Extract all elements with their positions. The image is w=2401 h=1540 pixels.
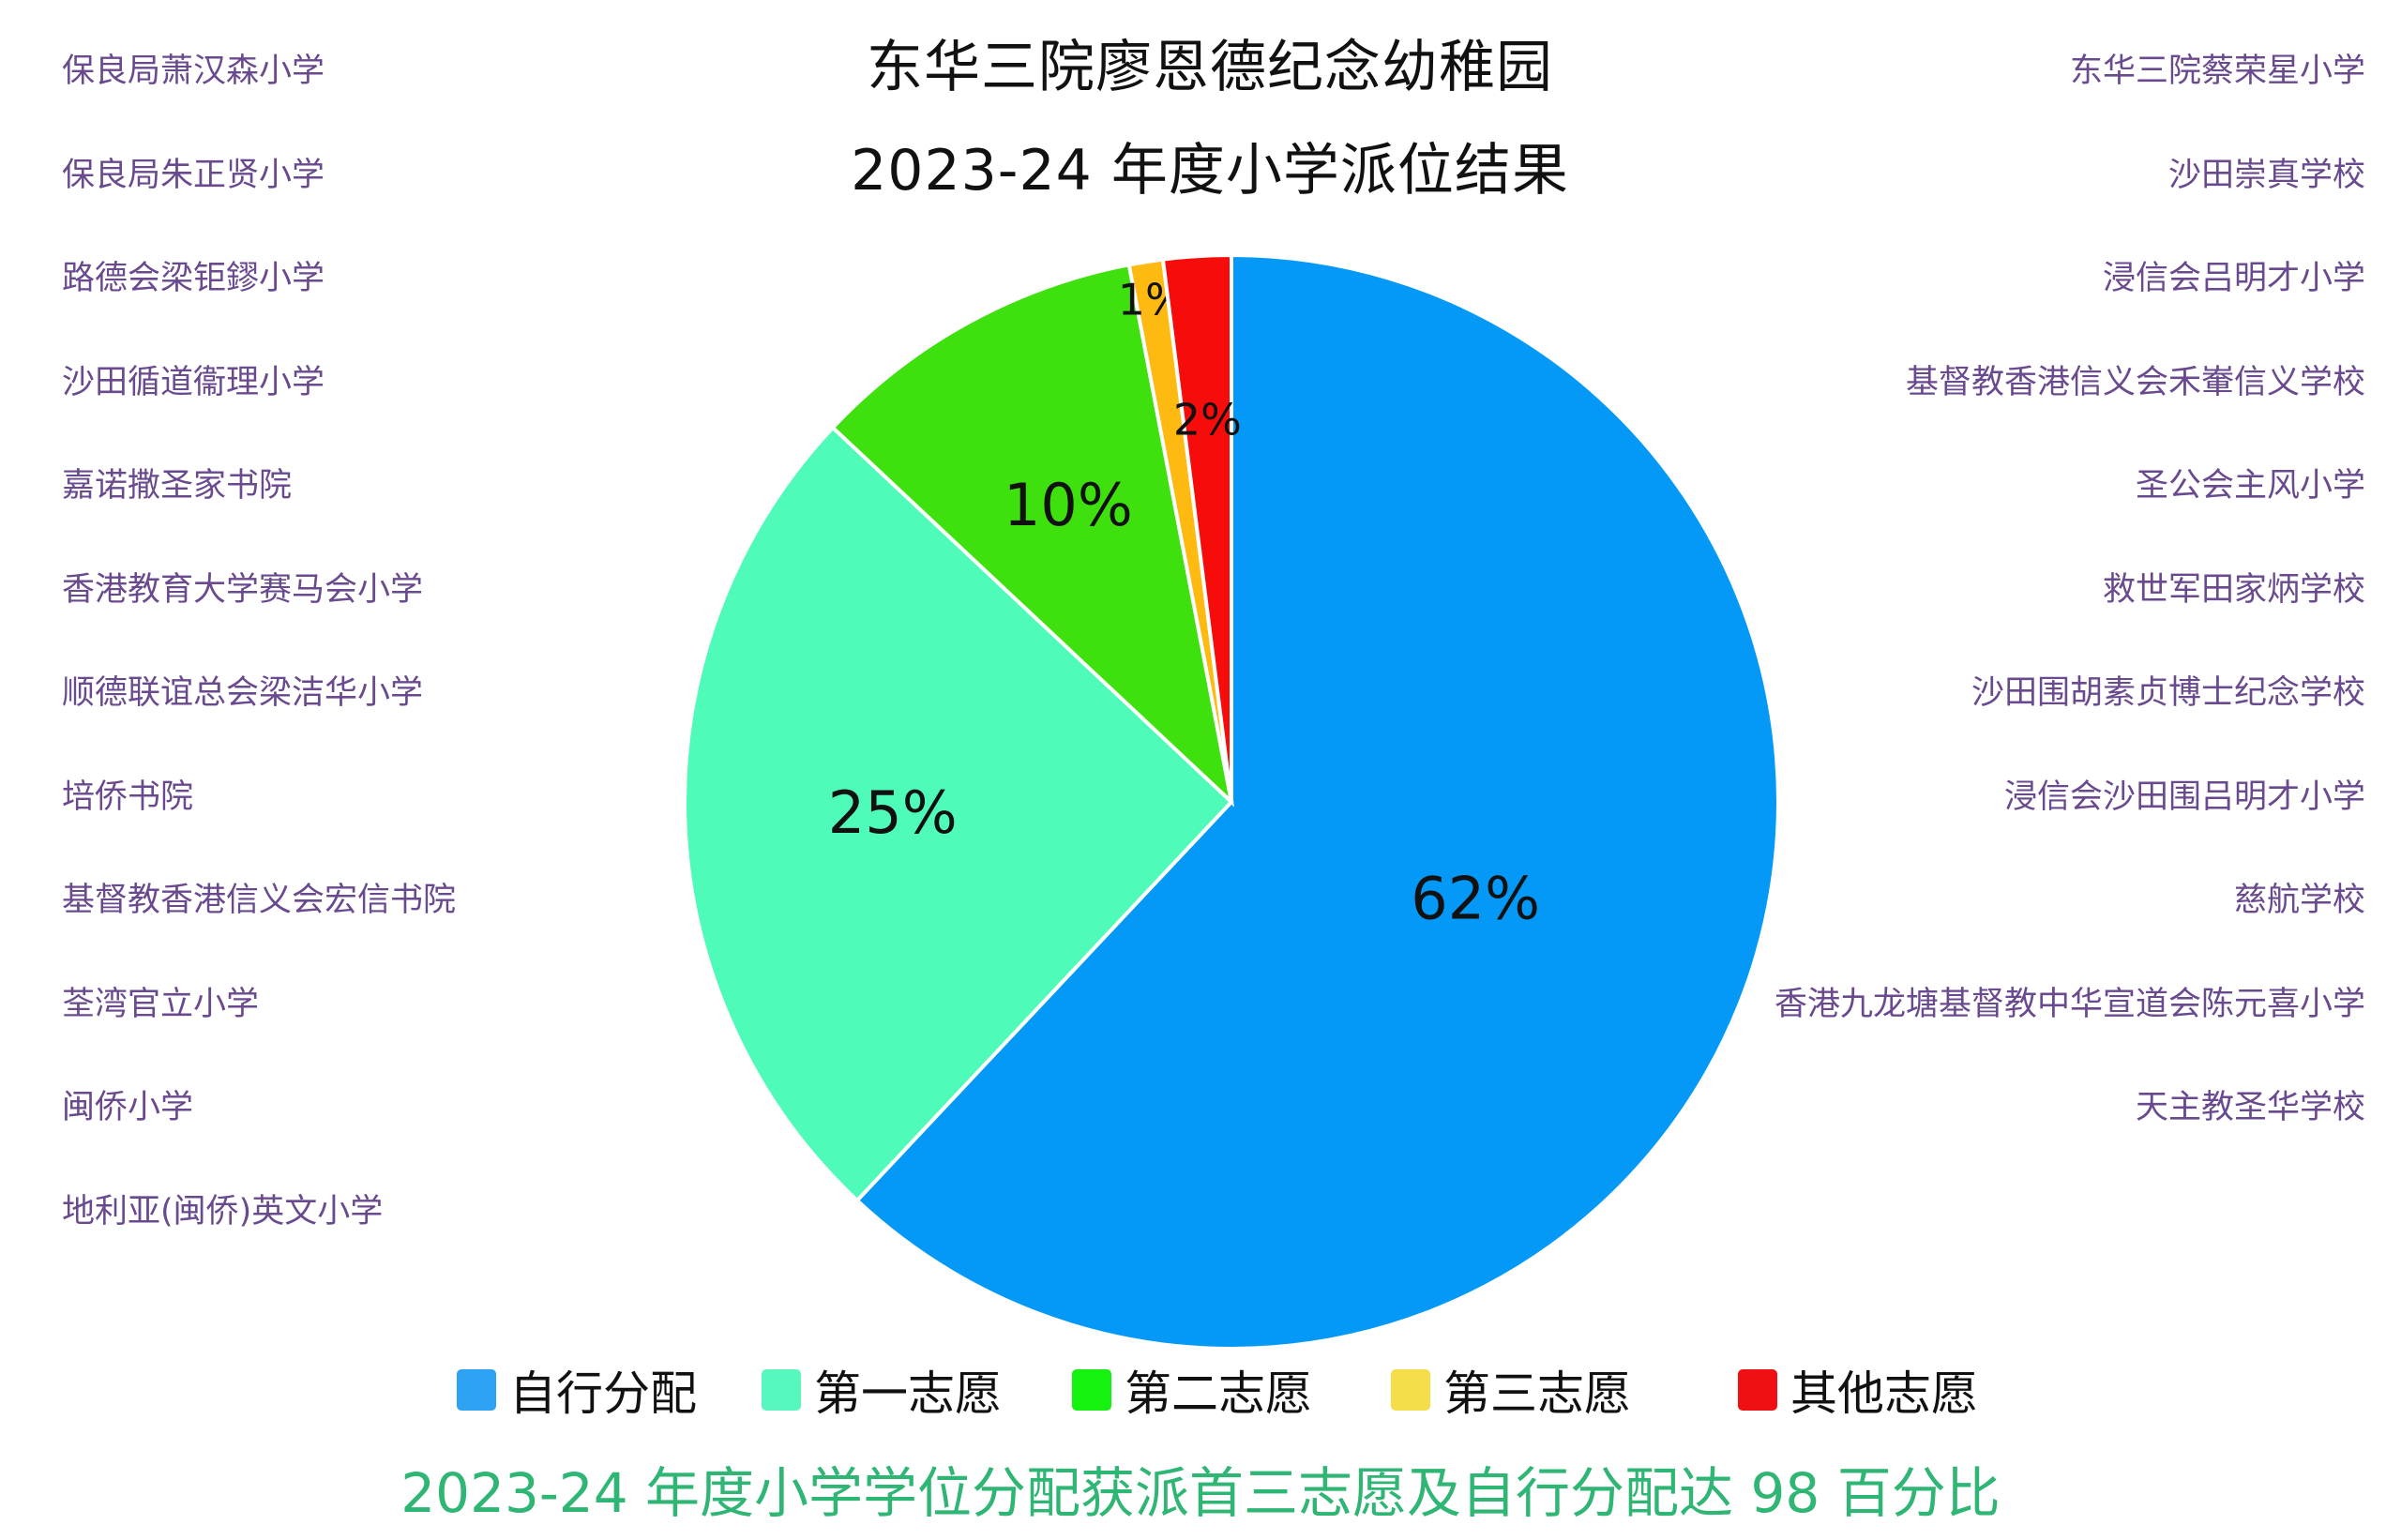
school-name-right: 东华三院蔡荣星小学 [2069,53,2365,90]
school-name-right: 浸信会吕明才小学 [2102,260,2365,297]
school-list-left: 保良局萧汉森小学 保良局朱正贤小学 路德会梁钜鏐小学 沙田循道衞理小学 嘉诺撒圣家书院香… [62,47,550,1291]
legend-swatch [762,1369,801,1411]
school-name-right: 浸信会沙田围吕明才小学 [2003,778,2365,816]
school-name-left: 保良局朱正贤小学 [62,156,325,194]
pie-slice [683,425,1234,1203]
school-name-right: 基督教香港信义会禾輋信义学校 [1905,363,2365,401]
school-name-left: 地利亚(闽侨)英文小学 [62,1192,384,1230]
school-name-left: 闽侨小学 [62,1089,194,1126]
slice-data-label: 62% [1411,865,1540,933]
pie-slice [830,262,1235,808]
footer-caption: 2023-24 年度小学学位分配获派首三志愿及自行分配达 98 百分比 [400,1461,2001,1525]
school-name-right: 沙田围胡素贞博士纪念学校 [1971,674,2365,712]
slice-data-label: 10% [1004,471,1133,539]
page-title: 东华三院廖恩德纪念幼稚园 [867,35,1553,100]
school-name-left: 香港教育大学赛马会小学 [62,570,424,609]
legend-item: 自行分配 [457,1362,697,1421]
chart-legend: 自行分配 第一志愿 第二志愿 第三志愿 其他志愿 [0,1362,2401,1421]
school-name-left: 荃湾官立小学 [62,985,260,1023]
legend-label: 第一志愿 [814,1366,1002,1421]
legend-label: 第三志愿 [1443,1366,1631,1421]
school-name-left: 培侨书院 [62,778,194,816]
slice-data-label: 2% [1173,395,1242,445]
school-list-right: 东华三院蔡荣星小学沙田崇真学校浸信会吕明才小学基督教香港信义会禾輋信义学校圣公会… [1653,47,2365,1187]
school-name-right: 天主教圣华学校 [2135,1089,2365,1126]
legend-swatch [1072,1369,1111,1411]
school-name-left: 沙田循道衞理小学 [62,363,325,401]
pie-slice [854,252,1780,1351]
slice-data-label: 25% [828,778,958,847]
school-name-right: 救世军田家炳学校 [2102,570,2365,609]
pie-slice [1160,252,1233,803]
legend-swatch [457,1369,496,1411]
school-name-right: 慈航学校 [2233,882,2365,919]
school-name-left: 保良局萧汉森小学 [62,53,325,90]
page-subtitle: 2023-24 年度小学派位结果 [851,138,1569,204]
legend-label: 其他志愿 [1790,1366,1978,1421]
school-name-left: 嘉诺撒圣家书院 [62,467,293,505]
school-name-left: 顺德联谊总会梁洁华小学 [62,674,424,712]
school-name-right: 香港九龙塘基督教中华宣道会陈元喜小学 [1774,985,2365,1023]
legend-label: 自行分配 [509,1366,697,1421]
school-name-left: 基督教香港信义会宏信书院 [62,882,457,919]
school-name-right: 圣公会主风小学 [2135,467,2365,505]
legend-swatch [1738,1369,1777,1411]
legend-item: 第三志愿 [1391,1362,1631,1421]
legend-label: 第二志愿 [1125,1366,1312,1421]
legend-swatch [1391,1369,1430,1411]
legend-item: 第二志愿 [1072,1362,1312,1421]
school-name-right: 沙田崇真学校 [2167,156,2365,194]
legend-item: 其他志愿 [1738,1362,1978,1421]
school-name-left: 路德会梁钜鏐小学 [62,260,325,297]
legend-item: 第一志愿 [762,1362,1002,1421]
